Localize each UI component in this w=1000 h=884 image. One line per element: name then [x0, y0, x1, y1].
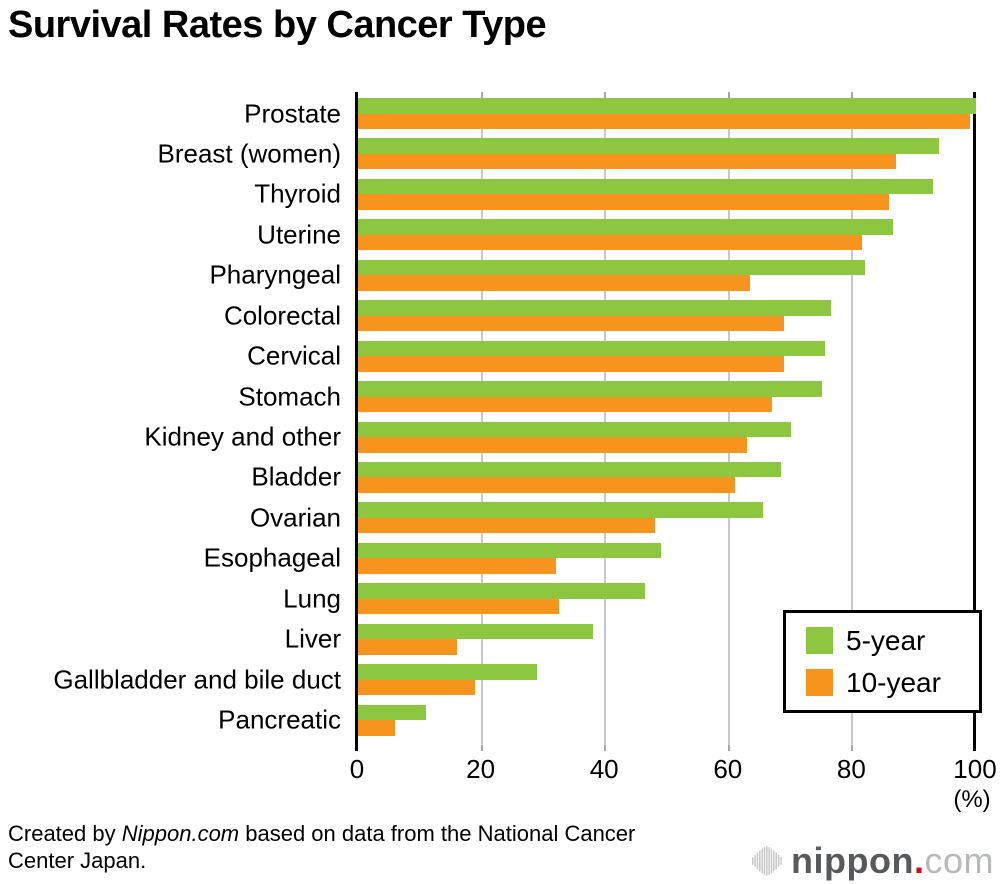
- bar-5-year-ovarian: [358, 502, 763, 518]
- bar-10-year-pharyngeal: [358, 275, 751, 291]
- bar-5-year-thyroid: [358, 178, 933, 195]
- bar-10-year-bladder: [358, 477, 735, 493]
- bar-10-year-thyroid: [358, 194, 890, 210]
- category-label: Uterine: [257, 219, 341, 250]
- category-label: Stomach: [238, 381, 341, 412]
- x-tick-label-100: 100: [953, 754, 997, 784]
- category-label: Pharyngeal: [209, 259, 341, 290]
- gridline-20: [480, 92, 483, 751]
- category-label: Kidney and other: [144, 421, 341, 452]
- bar-10-year-ovarian: [358, 517, 655, 534]
- bar-5-year-pharyngeal: [358, 259, 865, 276]
- category-label: Lung: [283, 583, 341, 614]
- x-tick-label-80: 80: [836, 754, 866, 784]
- gridline-40: [604, 92, 607, 751]
- chart-title: Survival Rates by Cancer Type: [8, 4, 547, 46]
- bar-5-year-kidney-and-other: [358, 421, 791, 438]
- category-label: Breast (women): [157, 138, 342, 169]
- x-tick-label-60: 60: [713, 754, 743, 784]
- legend-label-10-year: 10-year: [846, 666, 941, 698]
- category-label: Ovarian: [249, 502, 341, 533]
- logo-red-dot: .: [913, 840, 925, 881]
- tick-bottom-60: [727, 745, 730, 751]
- bar-5-year-cervical: [358, 340, 825, 357]
- bar-5-year-uterine: [358, 219, 893, 235]
- category-label: Esophageal: [203, 542, 341, 573]
- bar-5-year-stomach: [358, 381, 822, 397]
- plot-area: [355, 92, 978, 751]
- gridline-60: [727, 92, 730, 751]
- x-tick-label-0: 0: [349, 754, 365, 784]
- bar-5-year-gallbladder-and-bile-duct: [358, 664, 538, 680]
- legend-item-10-year: 10-year: [806, 667, 979, 699]
- bar-5-year-liver: [358, 623, 593, 640]
- tick-top-20: [480, 92, 483, 98]
- bar-10-year-esophageal: [358, 558, 556, 574]
- bar-5-year-pancreatic: [358, 704, 426, 721]
- category-label: Prostate: [244, 98, 341, 128]
- bar-5-year-bladder: [358, 461, 782, 478]
- nippon-logo-text: nippon.com: [791, 840, 994, 881]
- bar-10-year-breast-women-: [358, 153, 896, 170]
- bar-5-year-colorectal: [358, 300, 831, 316]
- category-label: Pancreatic: [218, 704, 341, 735]
- category-label: Bladder: [251, 461, 341, 492]
- source-note: Created by Nippon.com based on data from…: [8, 820, 688, 874]
- gridline-80: [851, 92, 854, 751]
- bar-10-year-colorectal: [358, 315, 785, 332]
- nippon-logo: nippon.com: [751, 840, 994, 882]
- category-label: Liver: [284, 623, 341, 654]
- source-note-brand: Nippon.com: [121, 821, 240, 846]
- x-tick-label-20: 20: [466, 754, 496, 784]
- axis-line: [355, 92, 358, 751]
- boundary-line-100: [973, 92, 976, 751]
- x-tick-label-40: 40: [589, 754, 619, 784]
- category-label: Gallbladder and bile duct: [53, 664, 341, 695]
- bar-10-year-kidney-and-other: [358, 437, 748, 453]
- legend-item-5-year: 5-year: [806, 625, 979, 657]
- bar-10-year-lung: [358, 598, 559, 615]
- bar-5-year-lung: [358, 583, 646, 599]
- bar-10-year-pancreatic: [358, 720, 396, 736]
- legend-swatch-5-year: [806, 627, 833, 654]
- bar-10-year-stomach: [358, 396, 773, 413]
- legend-label-5-year: 5-year: [846, 624, 926, 656]
- tick-top-60: [727, 92, 730, 98]
- bar-10-year-uterine: [358, 234, 862, 251]
- legend: 5-year 10-year: [783, 610, 982, 713]
- tick-bottom-20: [480, 745, 483, 751]
- source-note-suffix: based on data from the National Cancer C…: [8, 821, 636, 873]
- category-axis: Prostate Breast (women) Thyroid Uterine Phar…: [0, 92, 347, 745]
- bar-10-year-gallbladder-and-bile-duct: [358, 679, 476, 696]
- tick-bottom-80: [851, 745, 854, 751]
- bar-10-year-prostate: [358, 113, 970, 129]
- source-note-prefix: Created by: [8, 821, 122, 846]
- bar-5-year-breast-women-: [358, 138, 939, 154]
- legend-swatch-10-year: [806, 669, 833, 696]
- nippon-logo-icon: [752, 846, 782, 876]
- tick-top-80: [851, 92, 854, 98]
- tick-bottom-40: [604, 745, 607, 751]
- category-label: Colorectal: [223, 300, 341, 331]
- bar-5-year-esophageal: [358, 542, 661, 559]
- bar-5-year-prostate: [358, 98, 976, 114]
- category-label: Thyroid: [254, 178, 341, 209]
- bar-10-year-cervical: [358, 356, 785, 372]
- bar-10-year-liver: [358, 639, 457, 655]
- category-label: Cervical: [247, 340, 341, 371]
- tick-top-40: [604, 92, 607, 98]
- x-axis-unit-label: (%): [953, 786, 991, 813]
